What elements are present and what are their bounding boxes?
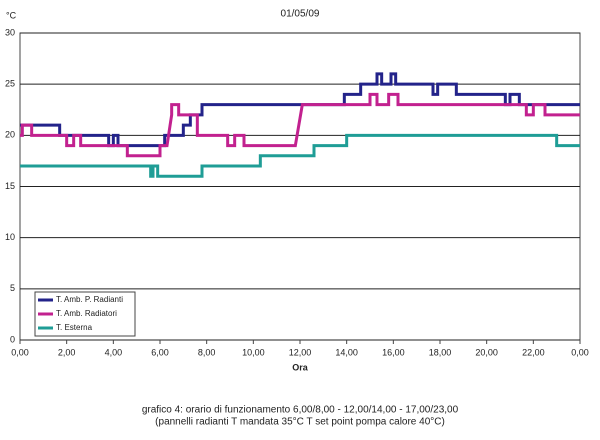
x-tick-label: 8,00	[198, 347, 216, 357]
series-line	[20, 72, 580, 148]
series-line	[20, 133, 580, 178]
x-tick-label: 4,00	[105, 347, 123, 357]
x-tick-label: 20,00	[475, 347, 498, 357]
y-tick-label: 5	[10, 283, 15, 293]
x-tick-label: 0,00	[571, 347, 589, 357]
chart-title: 01/05/09	[281, 9, 320, 20]
x-tick-label: 10,00	[242, 347, 265, 357]
y-tick-label: 30	[5, 27, 15, 37]
legend-label: T. Amb. Radiatori	[56, 309, 117, 318]
x-axis-label: Ora	[292, 362, 309, 372]
legend-label: T. Amb. P. Radianti	[56, 295, 123, 304]
x-tick-label: 22,00	[522, 347, 545, 357]
x-tick-label: 0,00	[11, 347, 29, 357]
y-tick-label: 10	[5, 232, 15, 242]
series-line	[20, 92, 580, 158]
x-tick-label: 6,00	[151, 347, 169, 357]
legend-label: T. Esterna	[56, 323, 93, 332]
x-tick-label: 16,00	[382, 347, 405, 357]
caption: grafico 4: orario di funzionamento 6,00/…	[142, 405, 459, 416]
x-tick-label: 2,00	[58, 347, 76, 357]
x-tick-label: 18,00	[429, 347, 452, 357]
y-axis-label: °C	[6, 10, 17, 20]
y-tick-label: 20	[5, 130, 15, 140]
y-tick-label: 0	[10, 334, 15, 344]
x-tick-label: 14,00	[335, 347, 358, 357]
y-tick-label: 15	[5, 181, 15, 191]
x-tick-label: 12,00	[289, 347, 312, 357]
y-tick-label: 25	[5, 79, 15, 89]
caption: (pannelli radianti T mandata 35°C T set …	[155, 417, 445, 428]
